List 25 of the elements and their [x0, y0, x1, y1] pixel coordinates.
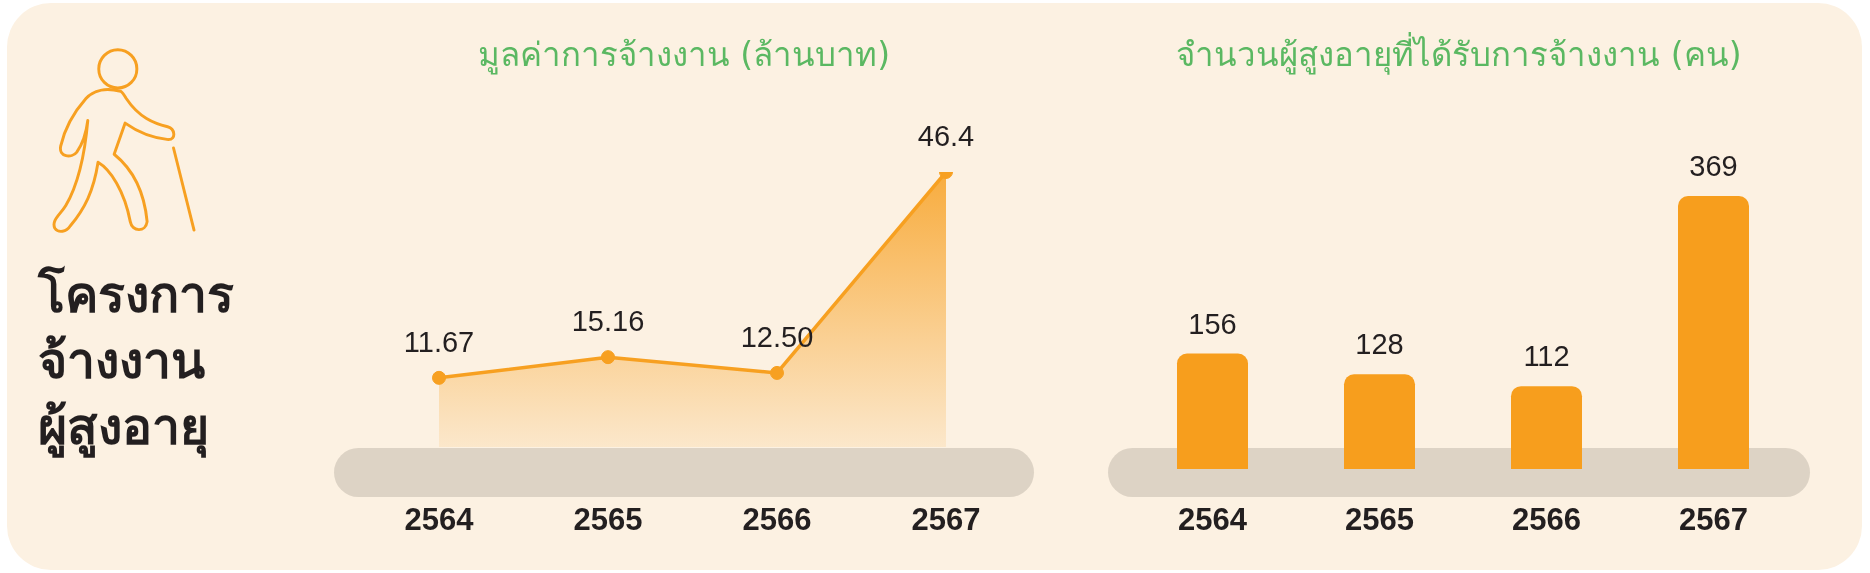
- data-label: 15.16: [571, 305, 645, 338]
- x-tick-label: 2566: [742, 501, 812, 537]
- data-label: 46.4: [917, 120, 975, 152]
- x-tick-label: 2565: [573, 501, 643, 537]
- data-label: 369: [1689, 150, 1738, 182]
- x-tick-label: 2564: [1178, 501, 1248, 537]
- data-label: 11.67: [403, 325, 475, 358]
- point: [432, 370, 446, 385]
- chart-title: จำนวนผู้สูงอายุที่ได้รับการจ้างงาน (คน): [1175, 31, 1743, 77]
- x-tick-label: 2567: [1679, 501, 1748, 537]
- x-tick-label: 2567: [911, 501, 981, 537]
- chart-title: มูลค่าการจ้างงาน (ล้านบาท): [476, 34, 892, 77]
- bar: [1678, 196, 1749, 469]
- data-label: 128: [1355, 328, 1404, 361]
- bar: [1177, 353, 1248, 469]
- x-tick-label: 2564: [404, 501, 475, 537]
- point: [770, 365, 784, 380]
- x-tick-label: 2566: [1512, 501, 1581, 537]
- x-tick-label: 2565: [1345, 501, 1414, 537]
- bar: [1344, 374, 1415, 469]
- point: [601, 350, 615, 365]
- data-label: 112: [1523, 340, 1570, 373]
- bar: [1511, 386, 1582, 469]
- data-label: 156: [1188, 307, 1237, 340]
- text: โครงการ จ้างงาน ผู้สูงอายุ: [38, 265, 234, 460]
